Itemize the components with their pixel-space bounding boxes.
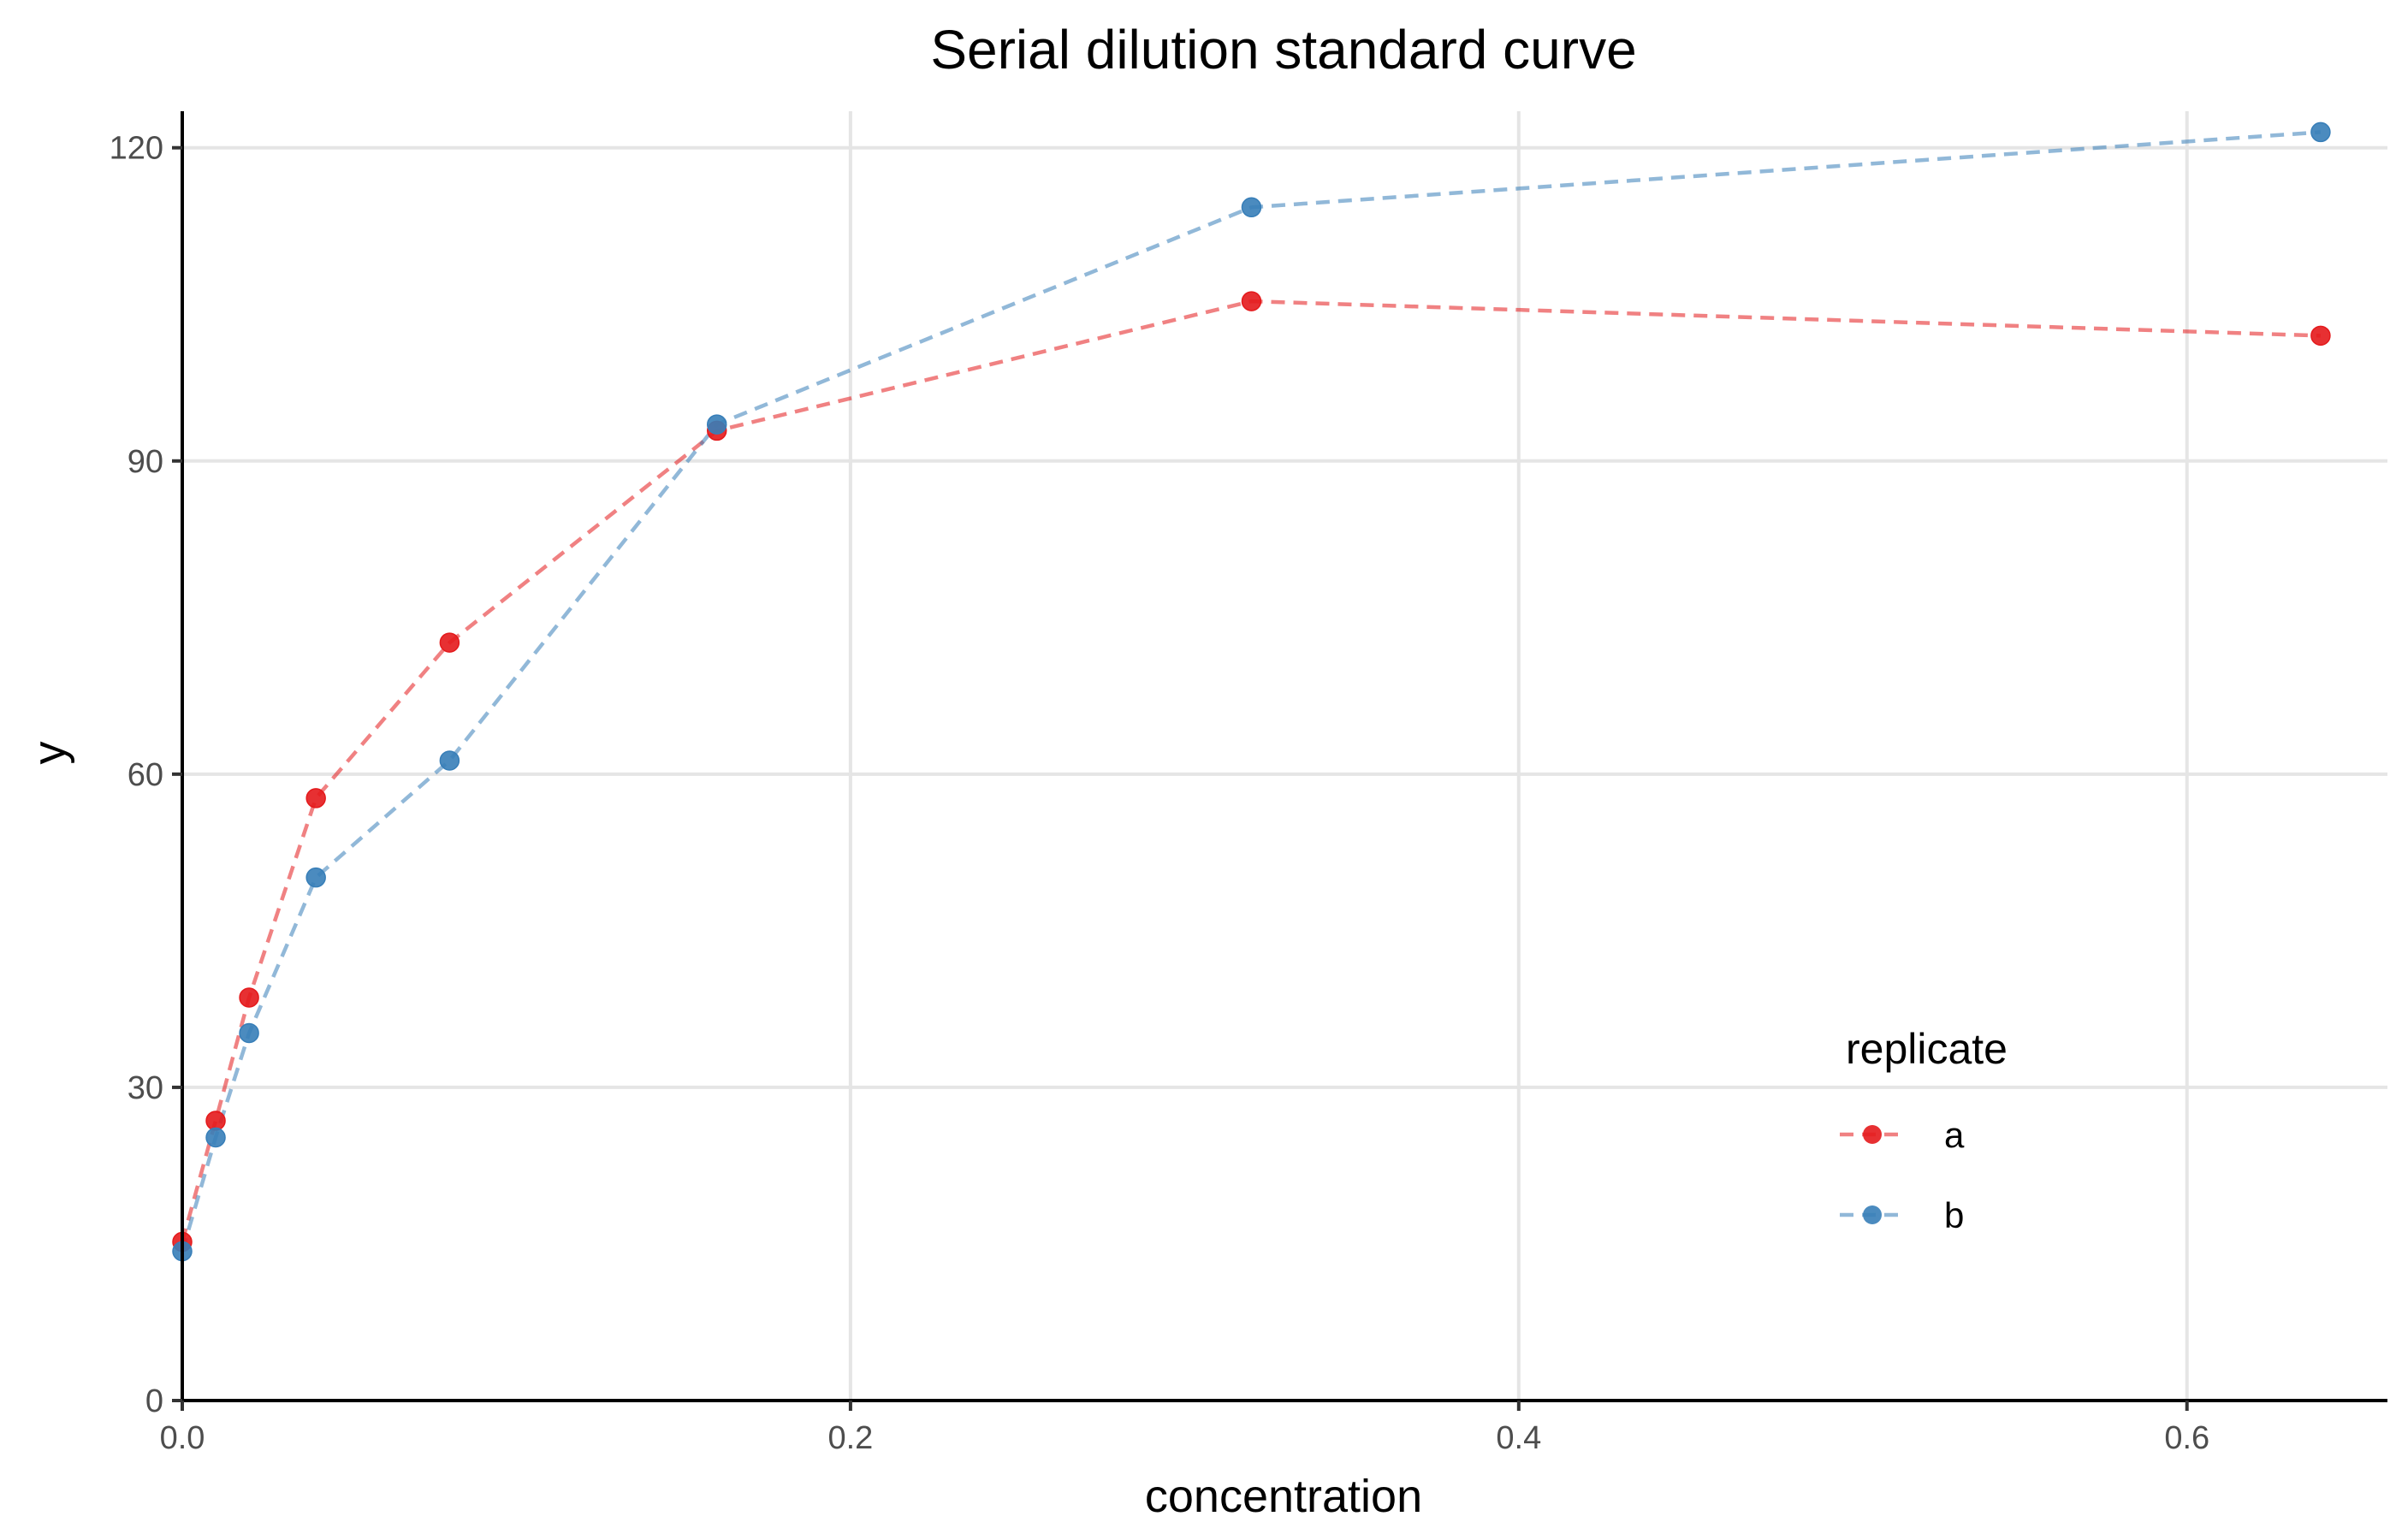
data-point-b [439,750,460,771]
axes: 0 30 60 90 120 0.0 0.2 0.4 0.6 [110,111,2387,1456]
data-point-b [239,1022,259,1044]
data-point-a [305,788,326,808]
data-point-b [305,867,326,888]
y-tick-label: 30 [128,1070,163,1106]
y-tick-label: 60 [128,757,163,793]
data-point-b [2310,121,2331,143]
series-line-a [180,299,2321,1243]
y-axis-title: y [24,742,75,765]
legend-label-a: a [1944,1115,1965,1155]
legend: replicate ab [1840,1025,2008,1235]
x-axis-title: concentration [1145,1471,1422,1522]
x-tick-label: 0.6 [2164,1420,2209,1456]
data-point-a [205,1111,226,1131]
x-tick-label: 0.0 [160,1420,205,1456]
data-point-a [439,632,460,653]
y-tick-label: 90 [128,444,163,480]
grid-lines [182,111,2387,1401]
data-point-a [1241,291,1262,311]
y-tick-label: 120 [110,131,163,167]
y-tick-label: 0 [145,1383,163,1419]
legend-title: replicate [1846,1025,2008,1073]
legend-key-point-a [1863,1125,1882,1144]
legend-label-b: b [1944,1195,1964,1235]
x-tick-label: 0.2 [827,1420,873,1456]
x-tick-label: 0.4 [1496,1420,1541,1456]
data-point-b [1241,197,1262,218]
legend-key-point-b [1863,1205,1882,1224]
chart-title: Serial dilution standard curve [930,19,1636,80]
data-point-b [205,1127,226,1148]
data-point-a [2310,325,2331,346]
data-point-b [706,414,727,435]
data-point-a [239,987,259,1008]
